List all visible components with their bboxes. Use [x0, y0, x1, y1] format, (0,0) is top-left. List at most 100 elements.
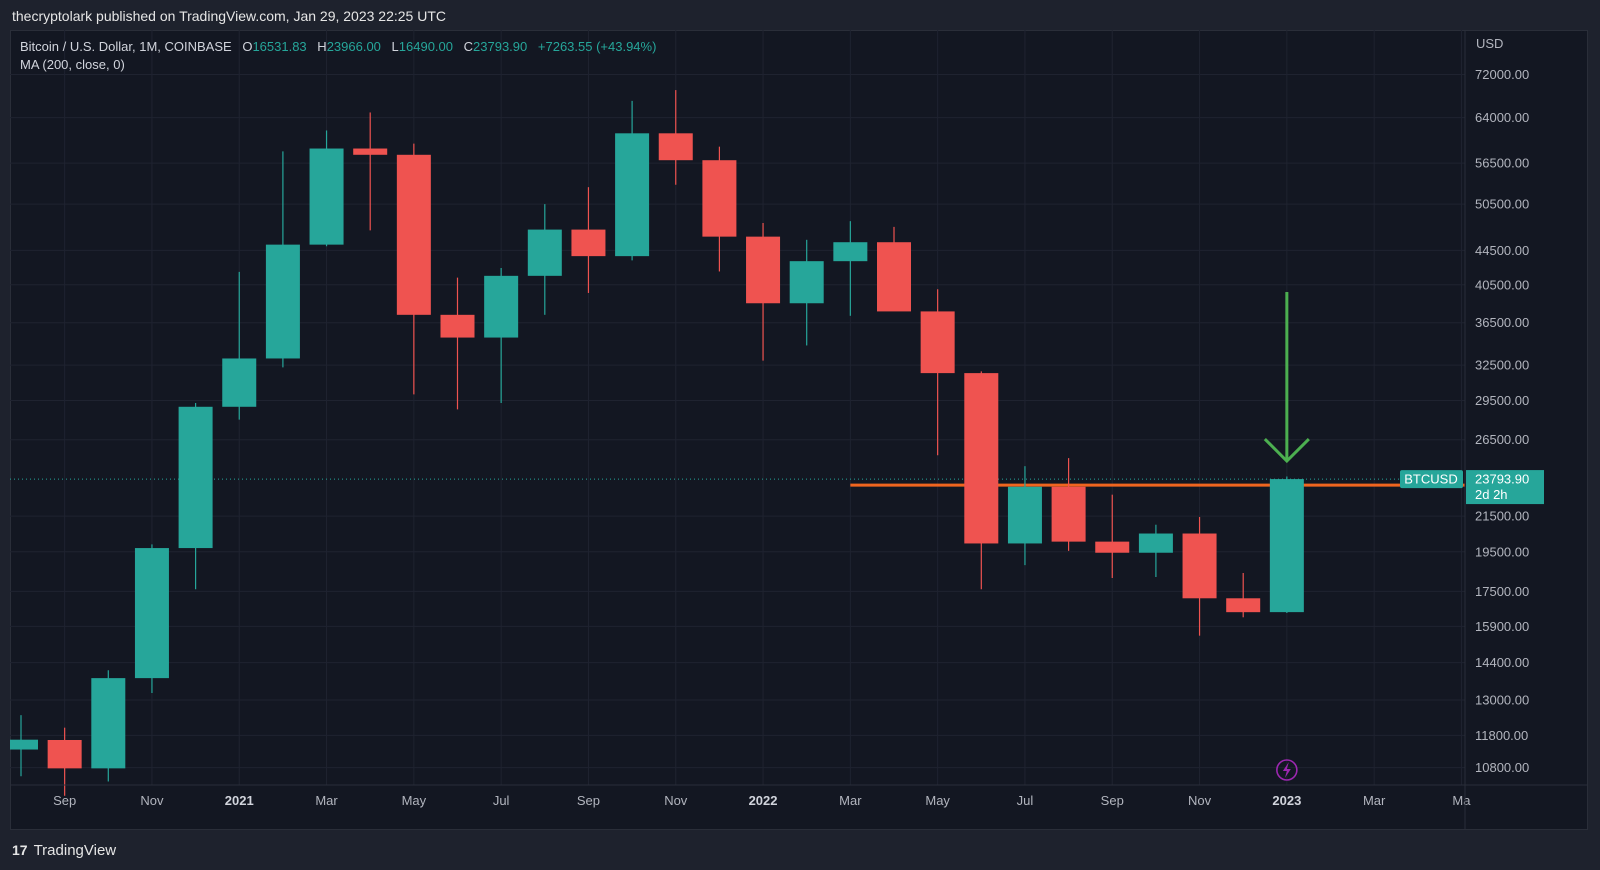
legend-ohlc-row: Bitcoin / U.S. Dollar, 1M, COINBASE O165… — [20, 38, 656, 56]
price-tick-label: 56500.00 — [1475, 156, 1529, 171]
candle[interactable] — [571, 187, 606, 293]
time-tick-label: 2022 — [749, 793, 778, 808]
symbol-tag-text: BTCUSD — [1404, 472, 1457, 487]
candle-body[interactable] — [309, 148, 344, 245]
legend-high-value: 23966.00 — [326, 39, 381, 54]
candle[interactable] — [134, 544, 169, 693]
candle-body[interactable] — [1051, 486, 1086, 542]
legend-close-label: C — [463, 39, 474, 54]
candle[interactable] — [396, 143, 431, 395]
candle[interactable] — [1138, 524, 1173, 578]
candle-body[interactable] — [134, 548, 169, 679]
candle-body[interactable] — [265, 244, 300, 359]
lightning-icon-circle — [1276, 759, 1298, 781]
candle-body[interactable] — [1269, 479, 1304, 613]
price-tick-label: 44500.00 — [1475, 243, 1529, 258]
candle-body[interactable] — [47, 740, 82, 769]
candle[interactable] — [658, 90, 693, 185]
candle[interactable] — [1051, 458, 1086, 551]
candle-body[interactable] — [615, 133, 650, 257]
candle[interactable] — [353, 112, 388, 231]
candle-body[interactable] — [440, 314, 475, 338]
time-tick-label: 2021 — [225, 793, 254, 808]
lightning-event-icon[interactable] — [1276, 759, 1298, 781]
candle-body[interactable] — [833, 242, 868, 262]
time-tick-label: Sep — [53, 793, 76, 808]
price-tick-label: 17500.00 — [1475, 584, 1529, 599]
price-tick-label: 10800.00 — [1475, 760, 1529, 775]
candle-body[interactable] — [746, 236, 781, 304]
candles — [10, 90, 1304, 796]
candle[interactable] — [91, 670, 126, 782]
candle[interactable] — [1007, 466, 1042, 566]
price-tick-label: 32500.00 — [1475, 358, 1529, 373]
candle-body[interactable] — [222, 358, 257, 407]
candle[interactable] — [309, 130, 344, 247]
candle-body[interactable] — [396, 154, 431, 315]
candle[interactable] — [222, 271, 257, 420]
price-tick-label: 19500.00 — [1475, 544, 1529, 559]
time-tick-label: Ma — [1452, 793, 1471, 808]
candle-body[interactable] — [527, 229, 562, 276]
candle[interactable] — [440, 277, 475, 410]
candle-body[interactable] — [484, 275, 519, 338]
candle[interactable] — [178, 403, 213, 590]
price-tag-countdown: 2d 2h — [1475, 487, 1508, 502]
candle[interactable] — [47, 727, 82, 796]
legend-indicator[interactable]: MA (200, close, 0) — [20, 57, 125, 72]
candle-body[interactable] — [1138, 533, 1173, 553]
candle[interactable] — [527, 204, 562, 315]
legend-close-value: 23793.90 — [473, 39, 528, 54]
candlestick-chart[interactable]: USD 72000.00 64000.00 56500.00 50500.00 44500… — [10, 30, 1588, 830]
candle[interactable] — [746, 223, 781, 361]
legend-change: +7263.55 (+43.94%) — [537, 39, 657, 54]
publish-info: thecryptolark published on TradingView.c… — [12, 8, 446, 24]
candle-body[interactable] — [877, 242, 911, 312]
time-tick-label: Sep — [1101, 793, 1124, 808]
price-tag-bg — [1466, 470, 1544, 505]
candle-body[interactable] — [920, 311, 955, 374]
candle-body[interactable] — [571, 229, 606, 257]
annotation-arrow-head[interactable] — [1263, 437, 1310, 464]
price-tick-label: 72000.00 — [1475, 67, 1529, 82]
candle[interactable] — [615, 100, 650, 261]
price-tick-label: 13000.00 — [1475, 692, 1529, 707]
candle-body[interactable] — [10, 739, 38, 750]
candle-body[interactable] — [178, 406, 213, 549]
legend-low-value: 16490.00 — [398, 39, 454, 54]
candle[interactable] — [702, 146, 737, 272]
candle[interactable] — [877, 226, 911, 312]
candle[interactable] — [1269, 476, 1304, 614]
candle[interactable] — [484, 268, 519, 404]
candle-body[interactable] — [658, 133, 693, 161]
legend-open-value: 16531.83 — [252, 39, 307, 54]
candle[interactable] — [265, 151, 300, 368]
price-tick-label: 64000.00 — [1475, 110, 1529, 125]
candle-body[interactable] — [1226, 598, 1261, 613]
tradingview-brand: TradingView — [33, 841, 117, 859]
candle-body[interactable] — [964, 373, 999, 544]
price-tick-label: 14400.00 — [1475, 655, 1529, 670]
candle-body[interactable] — [1007, 486, 1042, 544]
time-tick-label: May — [402, 793, 427, 808]
tradingview-logo[interactable]: 17 TradingView — [10, 842, 116, 859]
time-tick-label: Jul — [1017, 793, 1034, 808]
candle-body[interactable] — [1182, 533, 1217, 599]
candle[interactable] — [1226, 573, 1261, 618]
candle-body[interactable] — [1095, 541, 1130, 553]
candle[interactable] — [10, 715, 38, 777]
price-tick-label: 21500.00 — [1475, 509, 1529, 524]
candle-body[interactable] — [702, 160, 737, 237]
candle[interactable] — [1182, 516, 1217, 636]
candle[interactable] — [964, 371, 999, 590]
candle-body[interactable] — [353, 148, 388, 155]
symbol-tag-bg — [1400, 470, 1463, 489]
price-tick-label: 50500.00 — [1475, 197, 1529, 212]
candle[interactable] — [920, 289, 955, 456]
candle[interactable] — [833, 221, 868, 316]
candle-body[interactable] — [91, 678, 126, 769]
candle[interactable] — [789, 239, 824, 346]
candle-body[interactable] — [789, 261, 824, 304]
candle[interactable] — [1095, 494, 1130, 579]
